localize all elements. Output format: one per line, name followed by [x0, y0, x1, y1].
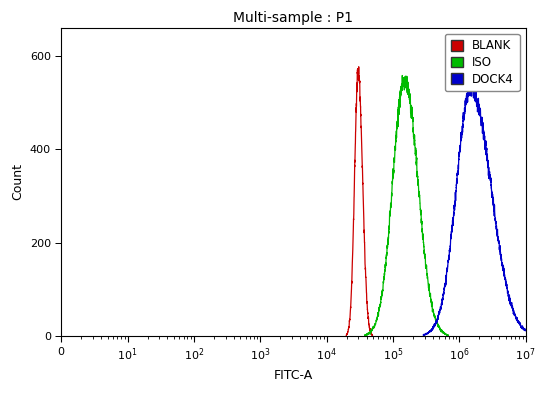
Legend: BLANK, ISO, DOCK4: BLANK, ISO, DOCK4	[445, 33, 520, 92]
X-axis label: FITC-A: FITC-A	[274, 369, 313, 382]
Title: Multi-sample : P1: Multi-sample : P1	[234, 11, 353, 25]
Y-axis label: Count: Count	[11, 163, 24, 200]
